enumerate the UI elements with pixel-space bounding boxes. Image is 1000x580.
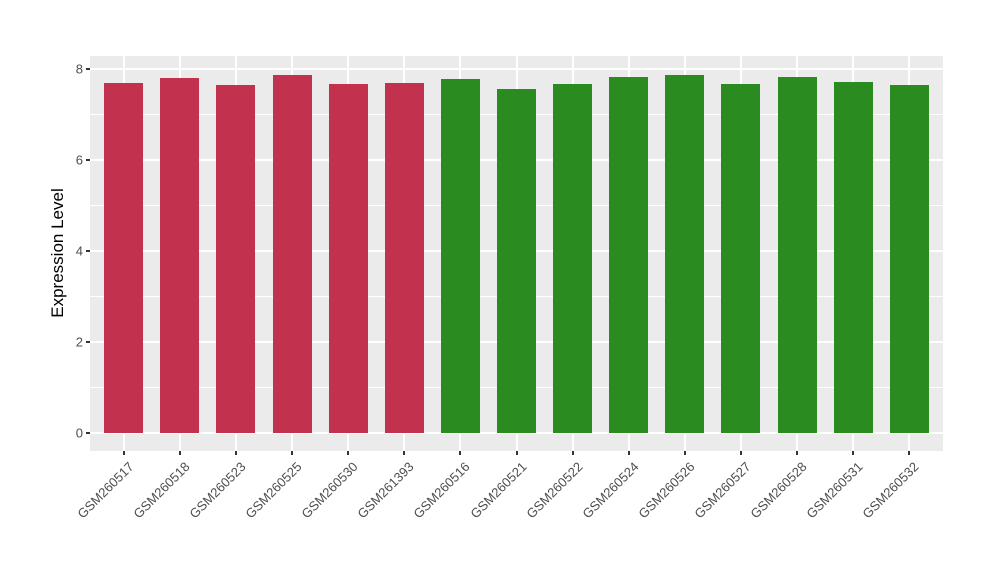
bar-GSM260524 <box>609 77 649 433</box>
x-tick-mark <box>291 451 294 455</box>
bar-GSM260523 <box>216 84 256 433</box>
bar-GSM260532 <box>889 85 929 433</box>
x-tick-label: GSM260524 <box>579 459 642 522</box>
bar-GSM260518 <box>160 78 200 433</box>
y-tick-mark <box>86 432 90 434</box>
x-tick-mark <box>459 451 462 455</box>
y-tick-label: 0 <box>75 425 83 441</box>
x-tick-label: GSM260525 <box>242 459 305 522</box>
x-tick-label: GSM260518 <box>130 459 193 522</box>
x-tick-mark <box>234 451 237 455</box>
x-tick-label: GSM260531 <box>803 459 866 522</box>
y-tick-mark <box>86 158 90 161</box>
bar-GSM260526 <box>665 74 705 433</box>
y-tick-mark <box>86 249 90 252</box>
bar-GSM260527 <box>721 84 761 433</box>
x-tick-mark <box>627 451 630 455</box>
bar-GSM260525 <box>272 74 312 433</box>
x-tick-label: GSM261393 <box>354 459 417 522</box>
x-tick-label: GSM260532 <box>859 459 922 522</box>
x-tick-mark <box>122 451 125 455</box>
x-tick-mark <box>683 451 686 455</box>
bar-GSM260516 <box>440 78 480 433</box>
bar-GSM260530 <box>328 83 368 433</box>
x-tick-mark <box>515 451 518 455</box>
x-tick-mark <box>739 451 742 455</box>
x-tick-label: GSM260521 <box>466 459 530 522</box>
y-tick-label: 4 <box>75 243 83 259</box>
bar-GSM260528 <box>777 76 817 433</box>
y-tick-label: 2 <box>75 334 83 350</box>
bar-GSM260517 <box>104 83 144 433</box>
x-tick-mark <box>908 451 911 455</box>
bar-GSM260522 <box>553 83 593 433</box>
x-tick-mark <box>571 451 574 455</box>
y-tick-mark <box>86 340 90 343</box>
bar-GSM260531 <box>833 82 873 433</box>
plot-panel <box>90 56 943 451</box>
x-tick-mark <box>852 451 855 455</box>
x-tick-label: GSM260523 <box>186 459 249 522</box>
x-tick-mark <box>178 451 181 455</box>
y-axis-title: Expression Level <box>48 188 67 318</box>
x-tick-label: GSM260516 <box>410 459 473 522</box>
bar-GSM261393 <box>384 82 424 433</box>
x-tick-label: GSM260522 <box>523 459 586 522</box>
x-tick-label: GSM260530 <box>298 459 361 522</box>
x-tick-label: GSM260526 <box>635 459 698 522</box>
x-tick-mark <box>403 451 406 455</box>
x-tick-label: GSM260517 <box>74 459 137 522</box>
bar-GSM260521 <box>497 89 536 433</box>
x-tick-label: GSM260527 <box>691 459 754 522</box>
y-tick-mark <box>86 67 90 70</box>
y-tick-label: 6 <box>75 152 83 168</box>
x-tick-mark <box>796 451 799 455</box>
x-tick-label: GSM260528 <box>747 459 810 522</box>
y-tick-label: 8 <box>75 61 83 77</box>
x-tick-mark <box>347 451 350 455</box>
